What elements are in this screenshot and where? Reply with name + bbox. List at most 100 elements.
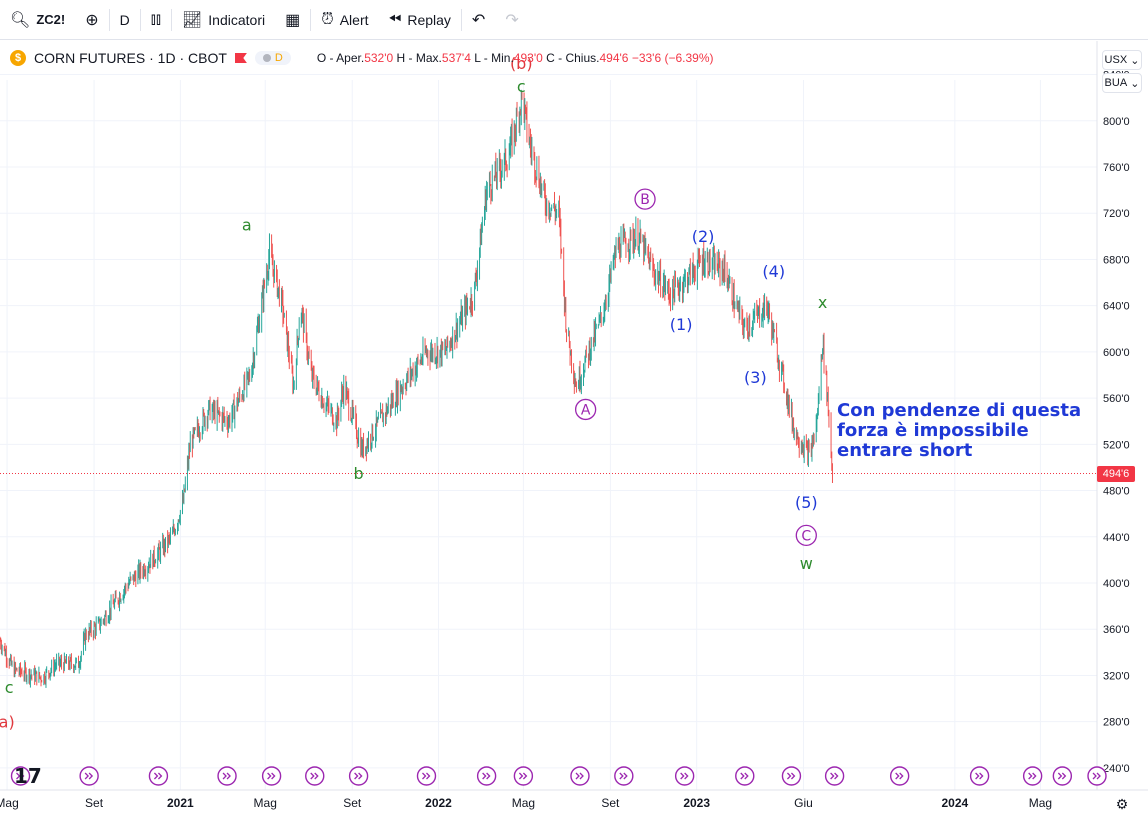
interval-button[interactable]: D (110, 0, 140, 40)
divider (460, 8, 462, 31)
event-marker-icon[interactable] (1087, 766, 1107, 786)
event-marker-icon[interactable] (513, 766, 534, 786)
divider (310, 8, 312, 31)
status-dot-icon (262, 54, 271, 62)
wave-label: (b) (510, 54, 533, 73)
event-marker-icon[interactable] (1022, 766, 1043, 786)
double-chevron-icon (575, 772, 584, 780)
currency-label: USX (1104, 54, 1128, 66)
price-tick-label: 320'0 (1103, 670, 1130, 682)
symbol-search[interactable]: 🔍︎ ZC2! (0, 0, 75, 40)
event-marker-icon[interactable] (674, 766, 695, 786)
price-tick-label: 680'0 (1103, 254, 1130, 266)
event-marker-icon[interactable] (348, 766, 369, 786)
wave-label: b (354, 464, 364, 483)
wave-label: (a) (0, 712, 15, 731)
price-tick-label: 520'0 (1103, 439, 1130, 451)
unit-label: BUA (1104, 77, 1128, 89)
data-status-pill[interactable]: D (254, 51, 291, 65)
wave-label: (4) (762, 262, 785, 281)
event-marker-icon[interactable] (305, 766, 325, 786)
price-tick-label: 800'0 (1103, 116, 1130, 128)
double-chevron-icon (84, 772, 94, 780)
wave-label: (5) (795, 493, 818, 512)
legend-title[interactable]: CORN FUTURES · 1D · CBOT (34, 50, 227, 66)
divider (108, 8, 110, 31)
templates-button[interactable]: ▦ (275, 0, 310, 40)
event-marker-icon[interactable] (614, 766, 634, 786)
time-tick-label: Mag (512, 796, 535, 810)
double-chevron-icon (740, 772, 749, 780)
redo-icon: ↷ (505, 11, 519, 29)
divider (139, 8, 141, 31)
add-symbol-button[interactable]: ⊕ (75, 0, 108, 40)
wave-labels: (a) c a b (b) c A B (1) (2) (3) (4) x (5) Cw (0, 54, 827, 732)
time-axis: Mag Set 2021 Mag Set 2022 Mag Set 2023 Giu 2024 Mag… (0, 789, 1148, 828)
redo-button[interactable]: ↷ (495, 0, 528, 40)
note-line: entrare short (837, 440, 973, 461)
event-marker-icon[interactable] (781, 766, 802, 786)
wave-label: C (801, 528, 811, 544)
wave-label: c (5, 678, 14, 697)
flag-icon[interactable] (234, 53, 247, 63)
note-line: forza è impossibile (837, 420, 1029, 441)
double-chevron-icon (422, 772, 431, 780)
replay-button[interactable]: ⏪︎ Replay (379, 0, 461, 40)
wave-label: (1) (670, 315, 693, 334)
double-chevron-icon (830, 772, 839, 780)
double-chevron-icon (1092, 772, 1101, 780)
event-marker-icon[interactable] (416, 766, 437, 786)
time-tick-label: Set (85, 796, 104, 810)
event-marker-icon[interactable] (148, 766, 169, 786)
event-marker-icon[interactable] (570, 766, 590, 786)
chart-type-button[interactable]: ⫾⫾ (141, 0, 171, 40)
event-marker-icon[interactable] (79, 766, 99, 786)
event-markers: 17 (10, 764, 1107, 788)
undo-button[interactable]: ↶ (462, 0, 495, 40)
price-tick-label: 720'0 (1103, 208, 1130, 220)
double-chevron-icon (975, 772, 984, 780)
wave-label-circle (634, 188, 656, 210)
alert-button[interactable]: ⏰︎ Alert (311, 0, 378, 40)
event-marker-icon[interactable] (969, 766, 990, 786)
indicators-button[interactable]: 📈︎ Indicatori (172, 0, 275, 40)
price-tick-label: 560'0 (1103, 393, 1130, 405)
event-marker-icon[interactable] (10, 766, 31, 786)
currency-selector[interactable]: USX ⌄ (1102, 50, 1142, 70)
status-badge: D (274, 52, 283, 64)
price-tick-label: 240'0 (1103, 763, 1130, 775)
price-tick-label: 280'0 (1103, 717, 1130, 729)
wave-label: x (818, 293, 827, 312)
price-tick-label: 440'0 (1103, 532, 1130, 544)
time-tick-label: 2024 (941, 796, 968, 810)
last-price-tag: 494'6 (1097, 465, 1135, 482)
unit-selector[interactable]: BUA ⌄ (1102, 73, 1142, 93)
double-chevron-icon (310, 772, 319, 780)
price-axis: 240'0 280'0 320'0 360'0 400'0 440'0 480'0 520'0… (1096, 41, 1148, 796)
event-marker-icon[interactable] (261, 766, 282, 786)
symbol-label: ZC2! (36, 12, 66, 27)
gear-icon[interactable]: ⚙ (1116, 796, 1129, 812)
open-value: 532'0 (364, 51, 394, 65)
tradingview-logo-icon: 17 (14, 764, 42, 788)
grid (0, 74, 1097, 790)
chevron-down-icon: ⌄ (1130, 77, 1140, 90)
wave-label: w (800, 554, 813, 573)
event-marker-icon[interactable] (217, 766, 237, 786)
event-marker-icon[interactable] (824, 766, 845, 786)
dollar-coin-icon: $ (10, 50, 26, 66)
rewind-icon: ⏪︎ (388, 10, 402, 28)
replay-label: Replay (407, 11, 451, 28)
time-tick-label: Mag (254, 796, 277, 810)
event-marker-icon[interactable] (889, 766, 910, 786)
double-chevron-icon (153, 772, 163, 780)
price-tick-label: 600'0 (1103, 347, 1130, 359)
event-marker-icon[interactable] (735, 766, 755, 786)
time-tick-label: Mag (1029, 796, 1052, 810)
indicators-label: Indicatori (208, 11, 266, 28)
event-marker-icon[interactable] (1052, 766, 1073, 786)
event-marker-icon[interactable] (476, 766, 497, 786)
indicators-icon: 📈︎ (181, 11, 203, 29)
interval-label: D (119, 11, 130, 28)
